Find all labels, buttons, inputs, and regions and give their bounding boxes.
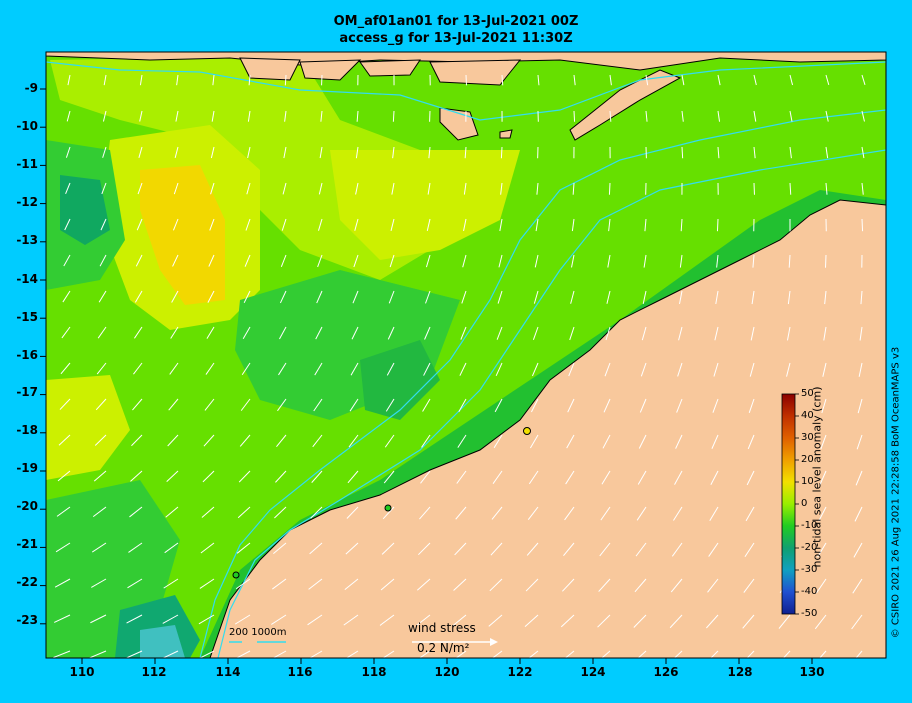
lon-tick-label: 128 bbox=[720, 665, 760, 679]
island bbox=[500, 130, 512, 138]
isobath-legend-label: 200 1000m bbox=[229, 627, 286, 638]
lon-tick-label: 112 bbox=[134, 665, 174, 679]
map-title-line1: OM_af01an01 for 13-Jul-2021 00Z bbox=[0, 14, 912, 29]
lat-tick-label: -15 bbox=[10, 310, 38, 324]
wind-arrow bbox=[501, 147, 502, 158]
lon-tick-label: 126 bbox=[646, 665, 686, 679]
lon-tick-label: 118 bbox=[354, 665, 394, 679]
wind-stress-label: wind stress bbox=[408, 621, 476, 635]
lat-tick-label: -14 bbox=[10, 272, 38, 286]
lat-tick-label: -16 bbox=[10, 348, 38, 362]
wind-stress-value: 0.2 N/m² bbox=[417, 641, 469, 655]
lat-tick-label: -10 bbox=[10, 119, 38, 133]
lon-tick-label: 130 bbox=[792, 665, 832, 679]
wind-arrow bbox=[717, 219, 718, 231]
lon-tick-label: 116 bbox=[280, 665, 320, 679]
colorbar-tick-label: -40 bbox=[801, 586, 817, 597]
lon-tick-label: 122 bbox=[500, 665, 540, 679]
lat-tick-label: -13 bbox=[10, 233, 38, 247]
wind-arrow bbox=[285, 75, 286, 85]
station-marker bbox=[385, 505, 391, 511]
colorbar-label: non-tidal sea level anomaly (cm) bbox=[811, 438, 824, 568]
lat-tick-label: -18 bbox=[10, 423, 38, 437]
station-marker bbox=[524, 428, 531, 435]
y-tick-marks bbox=[40, 89, 46, 624]
lat-tick-label: -17 bbox=[10, 385, 38, 399]
credit-text: © CSIRO 2021 26 Aug 2021 22:28:58 BoM Oc… bbox=[891, 283, 902, 703]
wind-arrow bbox=[574, 111, 575, 122]
map-title-line2: access_g for 13-Jul-2021 11:30Z bbox=[0, 31, 912, 46]
lon-tick-label: 114 bbox=[208, 665, 248, 679]
wind-arrow bbox=[393, 111, 394, 122]
lat-tick-label: -12 bbox=[10, 195, 38, 209]
wind-arrow bbox=[682, 147, 683, 158]
lat-tick-label: -9 bbox=[10, 81, 38, 95]
wind-arrow bbox=[862, 219, 863, 231]
lat-tick-label: -20 bbox=[10, 499, 38, 513]
wind-arrow bbox=[609, 183, 610, 195]
lon-tick-label: 124 bbox=[573, 665, 613, 679]
lat-tick-label: -19 bbox=[10, 461, 38, 475]
lat-tick-label: -21 bbox=[10, 537, 38, 551]
island bbox=[240, 58, 300, 80]
lat-tick-label: -23 bbox=[10, 613, 38, 627]
x-tick-marks bbox=[82, 658, 812, 664]
lon-tick-label: 120 bbox=[427, 665, 467, 679]
station-marker bbox=[233, 572, 239, 578]
colorbar-tick-label: 0 bbox=[801, 498, 807, 509]
colorbar bbox=[782, 394, 795, 614]
lat-tick-label: -22 bbox=[10, 575, 38, 589]
lat-tick-label: -11 bbox=[10, 157, 38, 171]
colorbar-tick-label: -50 bbox=[801, 608, 817, 619]
island bbox=[360, 60, 420, 76]
lon-tick-label: 110 bbox=[62, 665, 102, 679]
